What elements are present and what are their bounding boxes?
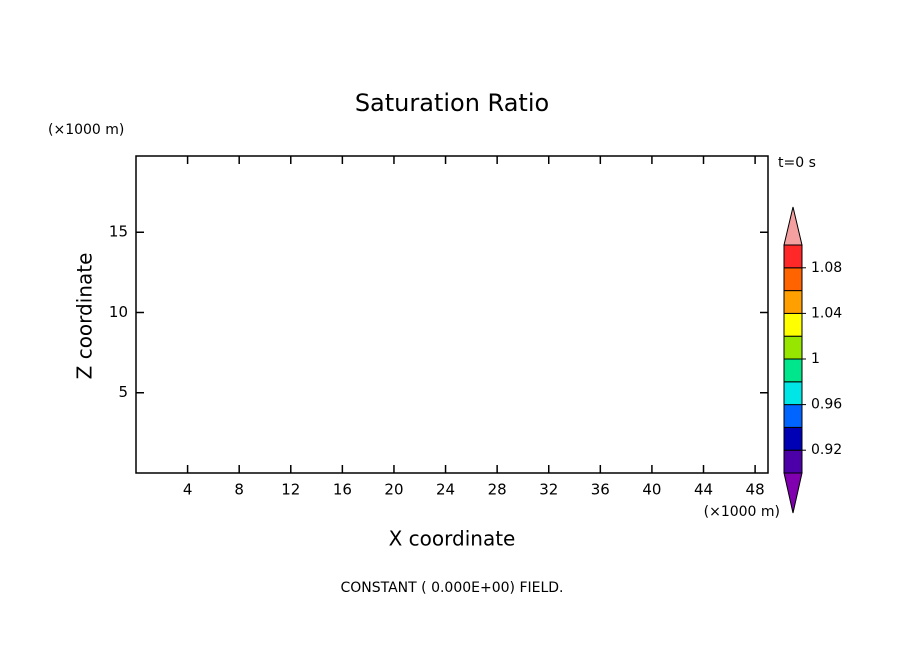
x-tick-label: 4 xyxy=(183,481,193,499)
y-axis-label: Z coordinate xyxy=(73,253,97,380)
colorbar-label: 1 xyxy=(811,351,820,367)
y-tick-label: 5 xyxy=(118,383,128,401)
y-tick-label: 10 xyxy=(109,303,128,321)
colorbar-box xyxy=(783,426,803,451)
colorbar-box xyxy=(783,312,803,337)
colorbar-label: 1.04 xyxy=(811,305,842,321)
colorbar-under xyxy=(783,472,803,514)
time-label: t=0 s xyxy=(778,155,816,171)
chart-title: Saturation Ratio xyxy=(355,89,549,117)
colorbar-box xyxy=(783,290,803,314)
footer: CONSTANT ( 0.000E+00) FIELD. xyxy=(340,580,563,596)
x-tick-label: 16 xyxy=(333,481,352,499)
x-tick-label: 24 xyxy=(436,481,455,499)
colorbar-box xyxy=(783,267,803,292)
colorbar-box xyxy=(783,358,803,383)
colorbar-label: 0.96 xyxy=(811,397,842,413)
x-tick-label: 28 xyxy=(488,481,507,499)
colorbar-box xyxy=(783,404,803,428)
x-tick-label: 40 xyxy=(642,481,661,499)
x-tick-label: 32 xyxy=(539,481,558,499)
x-tick-label: 20 xyxy=(384,481,403,499)
x-tick-label: 12 xyxy=(281,481,300,499)
y-tick-label: 15 xyxy=(109,223,128,241)
colorbar-box xyxy=(783,335,803,360)
colorbar-over xyxy=(783,206,803,246)
x-tick-label: 48 xyxy=(746,481,765,499)
colorbar-label: 0.92 xyxy=(811,442,842,458)
colorbar-box xyxy=(783,449,803,474)
x-unit: (×1000 m) xyxy=(704,504,780,520)
colorbar-box xyxy=(783,381,803,406)
x-tick-label: 8 xyxy=(234,481,244,499)
x-tick-label: 36 xyxy=(591,481,610,499)
colorbar-label: 1.08 xyxy=(811,260,842,276)
y-unit: (×1000 m) xyxy=(48,122,124,138)
plot-frame xyxy=(135,155,769,474)
colorbar-box xyxy=(783,244,803,269)
x-tick-label: 44 xyxy=(694,481,713,499)
x-axis-label: X coordinate xyxy=(389,527,516,551)
